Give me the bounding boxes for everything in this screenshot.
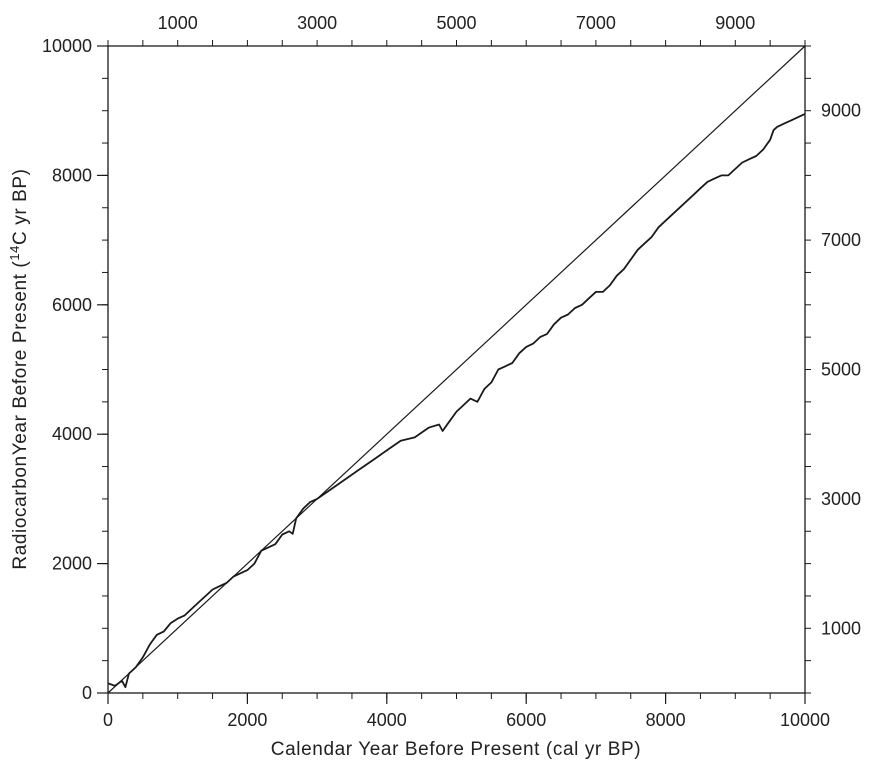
calibration-curve-line xyxy=(107,113,806,689)
x-tick-label-top: 7000 xyxy=(576,13,616,33)
y-tick-label-right: 5000 xyxy=(821,360,861,380)
y-tick-label-left: 2000 xyxy=(52,554,92,574)
x-tick-label-bottom: 6000 xyxy=(506,710,546,730)
x-tick-label-top: 3000 xyxy=(297,13,337,33)
x-tick-label-bottom: 8000 xyxy=(646,710,686,730)
y-axis-label: RadiocarbonYear Before Present (14C yr B… xyxy=(7,168,32,569)
y-tick-label-left: 8000 xyxy=(52,165,92,185)
y-tick-label-left: 4000 xyxy=(52,424,92,444)
x-tick-label-bottom: 10000 xyxy=(780,710,830,730)
x-tick-label-top: 1000 xyxy=(158,13,198,33)
y-axis-label-end: C yr BP) xyxy=(10,168,31,245)
y-tick-label-right: 7000 xyxy=(821,230,861,250)
y-tick-label-left: 6000 xyxy=(52,295,92,315)
y-tick-label-left: 0 xyxy=(82,683,92,703)
x-tick-label-bottom: 2000 xyxy=(227,710,267,730)
x-tick-label-bottom: 4000 xyxy=(367,710,407,730)
y-tick-label-right: 3000 xyxy=(821,489,861,509)
y-axis-label-superscript: 14 xyxy=(7,245,22,261)
x-tick-label-top: 9000 xyxy=(715,13,755,33)
y-tick-label-right: 1000 xyxy=(821,618,861,638)
y-tick-label-left: 10000 xyxy=(42,36,92,56)
y-axis-label-start: RadiocarbonYear Before Present ( xyxy=(10,261,31,570)
x-axis-label: Calendar Year Before Present (cal yr BP) xyxy=(271,739,641,760)
x-tick-label-bottom: 0 xyxy=(103,710,113,730)
tick-labels: 0 2000 4000 6000 8000 10000 0 2000 4000 6000 8000 1… xyxy=(42,13,861,730)
series-layer xyxy=(107,45,806,694)
reference-line-1to1 xyxy=(107,45,806,694)
x-tick-label-top: 5000 xyxy=(436,13,476,33)
y-tick-label-right: 9000 xyxy=(821,101,861,121)
major-ticks xyxy=(97,45,806,704)
